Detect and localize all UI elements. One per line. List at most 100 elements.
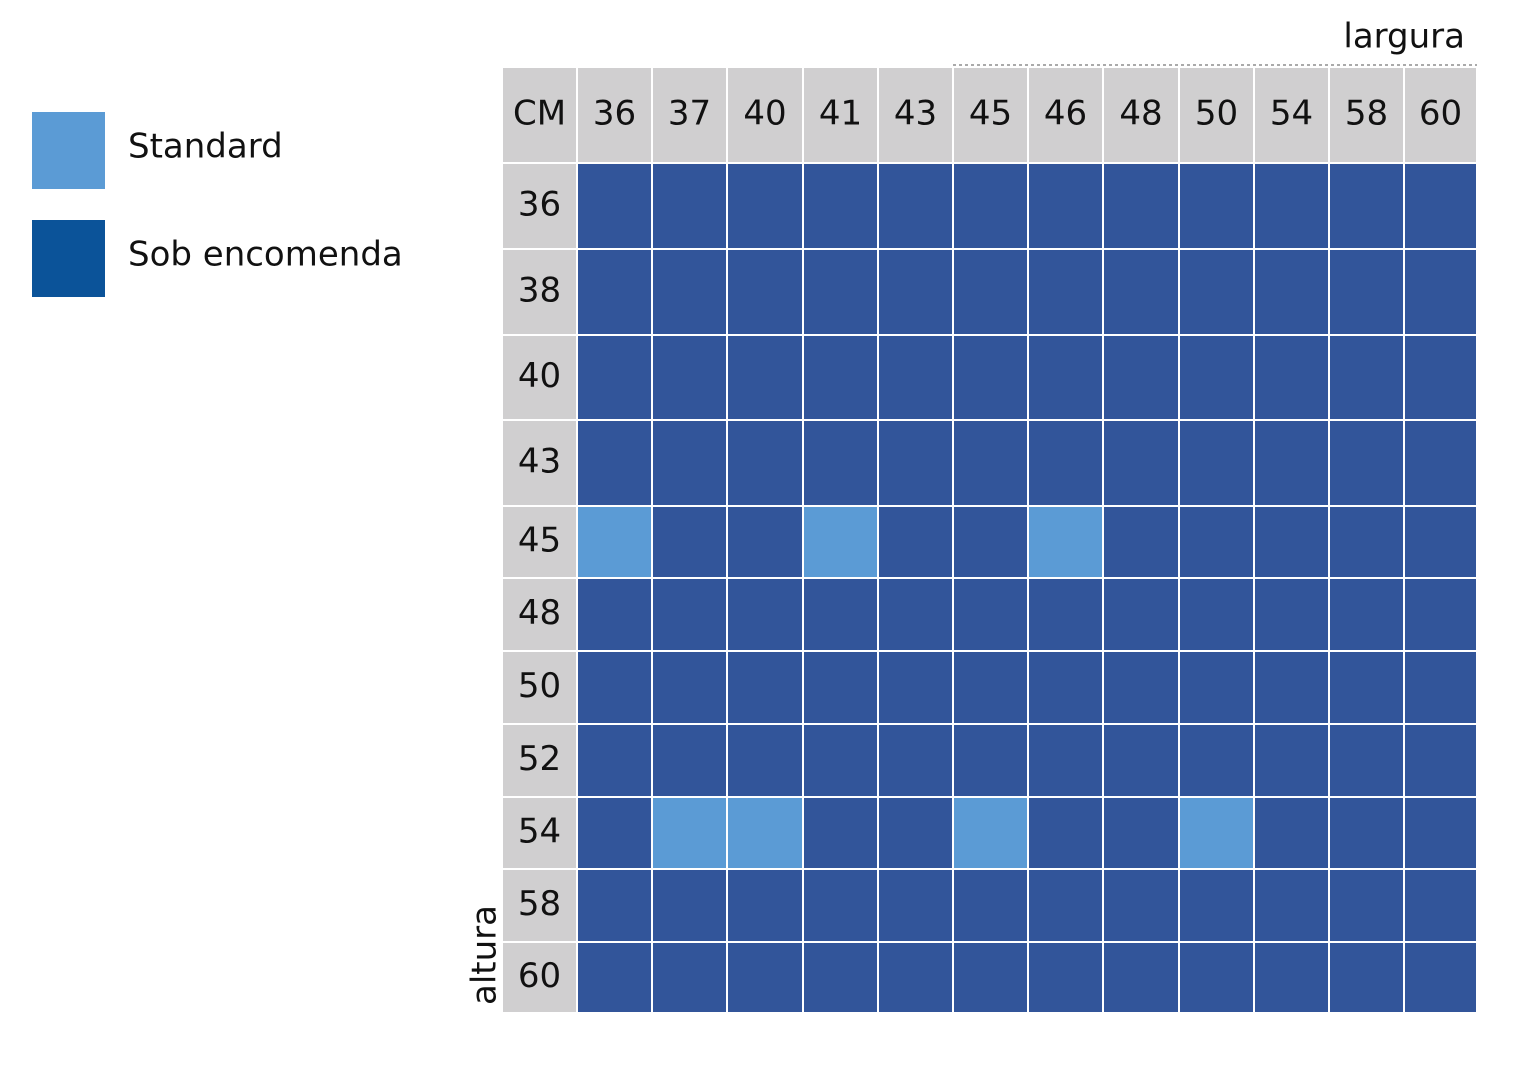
size-cell xyxy=(1027,577,1104,652)
header-cell xyxy=(576,66,653,164)
size-cell xyxy=(726,505,804,579)
size-cell xyxy=(1102,868,1180,943)
size-cell xyxy=(802,577,879,652)
size-cell xyxy=(952,941,1029,1014)
size-cell xyxy=(651,419,728,507)
row-header-cell xyxy=(501,419,578,507)
row-header-cell xyxy=(501,868,578,943)
size-cell xyxy=(877,162,954,250)
size-cell xyxy=(802,796,879,870)
size-cell xyxy=(576,419,653,507)
size-cell xyxy=(576,941,653,1014)
size-cell xyxy=(1328,162,1405,250)
size-cell xyxy=(1403,941,1478,1014)
size-cell xyxy=(1328,248,1405,336)
row-header-cell xyxy=(501,334,578,421)
size-cell xyxy=(726,248,804,336)
size-cell xyxy=(1027,650,1104,725)
size-cell xyxy=(952,505,1029,579)
legend-swatch xyxy=(32,220,105,297)
size-cell xyxy=(1328,796,1405,870)
size-cell xyxy=(1178,334,1255,421)
column-label: largura xyxy=(1343,17,1465,57)
size-cell xyxy=(576,248,653,336)
size-cell xyxy=(1027,419,1104,507)
size-cell xyxy=(877,650,954,725)
row-header-cell xyxy=(501,723,578,798)
column-header: 43 xyxy=(894,94,937,134)
size-cell xyxy=(576,723,653,798)
size-cell xyxy=(651,941,728,1014)
size-cell xyxy=(651,505,728,579)
size-cell xyxy=(952,419,1029,507)
column-header: 60 xyxy=(1419,94,1462,134)
size-cell xyxy=(877,334,954,421)
size-cell xyxy=(1178,868,1255,943)
column-header: 40 xyxy=(743,94,786,134)
size-cell xyxy=(1328,334,1405,421)
row-header-cell xyxy=(501,796,578,870)
header-cell xyxy=(1328,66,1405,164)
size-cell xyxy=(651,796,728,870)
header-cell xyxy=(1178,66,1255,164)
size-cell xyxy=(877,796,954,870)
size-cell xyxy=(1328,577,1405,652)
size-cell xyxy=(952,868,1029,943)
size-cell xyxy=(1403,505,1478,579)
size-cell xyxy=(1102,505,1180,579)
size-cell xyxy=(952,650,1029,725)
size-cell xyxy=(1253,868,1330,943)
size-cell xyxy=(1403,334,1478,421)
size-cell xyxy=(1178,162,1255,250)
column-header: 46 xyxy=(1044,94,1087,134)
size-cell xyxy=(726,650,804,725)
size-cell xyxy=(1027,162,1104,250)
size-cell xyxy=(1403,868,1478,943)
size-cell xyxy=(726,796,804,870)
size-cell xyxy=(1403,162,1478,250)
size-cell xyxy=(877,723,954,798)
size-cell xyxy=(576,505,653,579)
size-cell xyxy=(1403,419,1478,507)
row-header-cell xyxy=(501,577,578,652)
size-cell xyxy=(1253,577,1330,652)
size-cell xyxy=(1253,334,1330,421)
size-cell xyxy=(952,577,1029,652)
size-cell xyxy=(651,162,728,250)
size-cell xyxy=(1027,941,1104,1014)
size-cell xyxy=(802,248,879,336)
size-cell xyxy=(1253,941,1330,1014)
row-header: 58 xyxy=(518,884,561,924)
column-header: 58 xyxy=(1345,94,1388,134)
row-header-cell xyxy=(501,505,578,579)
size-cell xyxy=(802,650,879,725)
row-header: 36 xyxy=(518,185,561,225)
size-cell xyxy=(651,334,728,421)
size-cell xyxy=(1178,650,1255,725)
row-header: 60 xyxy=(518,956,561,996)
size-cell xyxy=(952,248,1029,336)
size-cell xyxy=(726,334,804,421)
size-cell xyxy=(1328,505,1405,579)
column-header: 41 xyxy=(819,94,862,134)
size-cell xyxy=(576,577,653,652)
column-header: 50 xyxy=(1195,94,1238,134)
size-cell xyxy=(877,577,954,652)
row-header: 48 xyxy=(518,593,561,633)
size-cell xyxy=(877,868,954,943)
size-cell xyxy=(877,941,954,1014)
size-cell xyxy=(952,334,1029,421)
size-cell xyxy=(1328,868,1405,943)
row-header: 38 xyxy=(518,271,561,311)
size-cell xyxy=(1178,796,1255,870)
column-header: 48 xyxy=(1119,94,1162,134)
row-header: 52 xyxy=(518,739,561,779)
size-cell xyxy=(1027,334,1104,421)
column-header: 54 xyxy=(1270,94,1313,134)
column-header: 36 xyxy=(593,94,636,134)
corner-label: CM xyxy=(513,94,566,134)
size-cell xyxy=(877,248,954,336)
size-cell xyxy=(651,723,728,798)
size-cell xyxy=(1253,796,1330,870)
size-cell xyxy=(802,505,879,579)
